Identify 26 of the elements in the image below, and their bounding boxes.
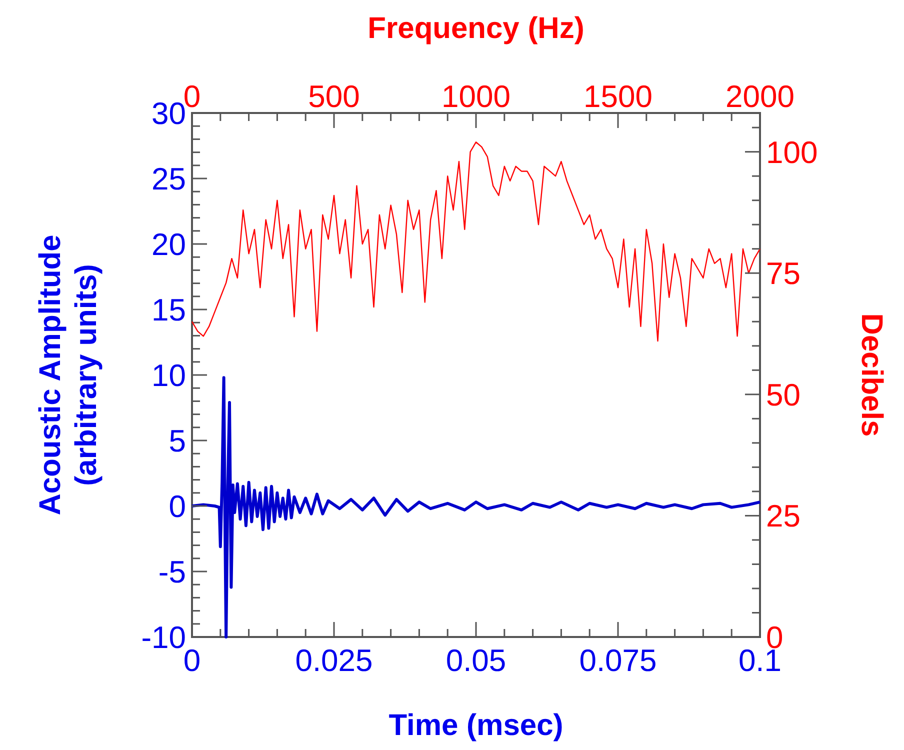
line-series — [191, 142, 761, 342]
y-axis-title: Acoustic Amplitude (arbitrary units) — [34, 234, 103, 516]
y-tick-label: 10 — [152, 358, 186, 393]
y-tick-label: 5 — [168, 424, 186, 458]
y-tick-label: 20 — [152, 227, 186, 262]
x-axis-title: Frequency (Hz) — [368, 12, 584, 45]
x-tick-label: 1000 — [442, 79, 510, 114]
y-tick-label: 15 — [152, 292, 186, 328]
y-tick-label: 25 — [152, 162, 186, 196]
x-tick-label: 1500 — [584, 79, 652, 114]
y-tick-label: 0 — [168, 489, 186, 524]
y-tick-label: 30 — [152, 96, 186, 131]
y-axis-title: Decibels — [855, 313, 888, 437]
y-tick-label: -10 — [141, 620, 186, 655]
x-tick-label: 500 — [308, 79, 360, 114]
x-tick-label: 0.05 — [446, 643, 506, 678]
y-tick-label: 25 — [766, 498, 800, 534]
y-tick-label: 100 — [766, 134, 818, 170]
line-series — [190, 376, 762, 638]
y-tick-label: 75 — [766, 256, 800, 292]
x-tick-label: 0.075 — [579, 643, 657, 678]
y-tick-label: 50 — [766, 377, 800, 412]
x-tick-label: 0.025 — [295, 643, 373, 678]
y-tick-label: -5 — [158, 554, 186, 590]
x-tick-label: 2000 — [726, 79, 794, 114]
x-axis-title: Time (msec) — [388, 709, 564, 742]
